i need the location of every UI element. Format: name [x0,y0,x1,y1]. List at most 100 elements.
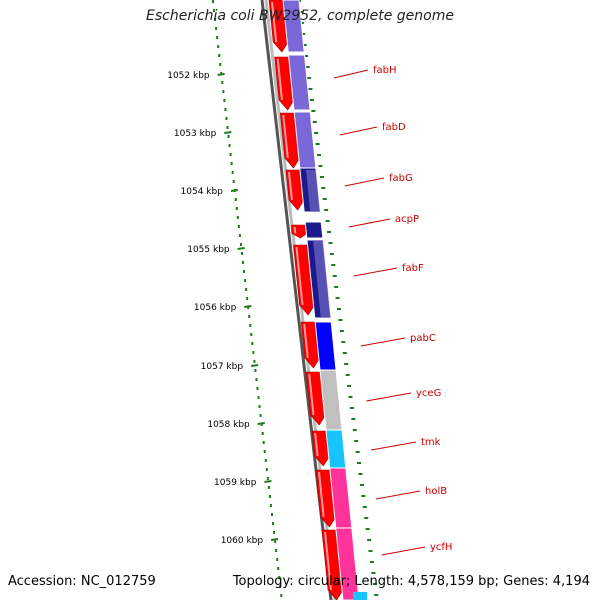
cog-segment [304,221,324,239]
tick-dot-inner [361,495,366,497]
tick-dot [232,180,235,183]
tick-dot-inner [349,407,354,409]
gene-leader [333,69,369,79]
tick-dot [237,225,240,228]
tick-dot [222,90,225,93]
tick-dot-inner [367,539,372,541]
tick-dot [230,162,233,165]
tick-dot [273,531,276,534]
gene-leader [366,392,412,402]
gene-label: ycfH [430,542,452,553]
tick-dot-inner [362,506,367,508]
tick-dot [218,54,221,57]
topology-label: Topology: [232,574,294,589]
gene-leader [376,490,421,500]
tick-dot [250,333,253,336]
tick-label: 1059 kbp [214,478,257,488]
tick-dot-inner [351,418,356,420]
tick-dot [212,0,214,3]
gene-leader [348,218,391,228]
tick-major [250,364,259,367]
tick-dot [216,36,219,39]
tick-major [244,305,252,308]
tick-dot [277,567,280,570]
cds-highlight [295,246,304,306]
tick-dot-inner [341,341,346,343]
tick-dot [215,27,218,30]
tick-dot [246,297,249,300]
tick-dot [266,477,269,480]
tick-dot [278,576,281,579]
tick-dot [262,441,265,444]
tick-dot [240,252,243,255]
tick-major [230,189,239,192]
cog-segment [325,429,347,469]
cds-highlight [314,432,319,457]
gene-leader [339,126,378,136]
tick-dot-inner [329,253,334,255]
tick-dot [234,198,237,201]
tick-dot [244,279,247,282]
tick-dot [221,81,224,84]
genes-value: 4,194 [552,574,590,589]
tick-dot-inner [344,363,349,365]
tick-dot [223,99,226,102]
tick-label: 1055 kbp [187,245,230,255]
tick-major [257,422,265,425]
tick-label: 1060 kbp [221,536,264,546]
tick-dot [256,387,259,390]
tick-dot-inner [299,22,304,24]
tick-dot-inner [335,297,340,299]
tick-dot [260,423,263,426]
tick-dot [263,450,266,453]
tick-dot [248,315,251,318]
length-label: Length: [354,574,404,589]
tick-dot [238,234,241,237]
tick-dot [253,360,256,363]
tick-dot [219,63,222,66]
tick-dot-inner [314,132,319,134]
tick-dot [272,522,275,525]
tick-dot [247,306,250,309]
tick-dot-inner [371,572,376,574]
cog-segment-bottom [353,592,367,600]
accession-value: NC_012759 [80,574,156,589]
tick-dot-inner [332,275,337,277]
tick-dot-inner [304,55,309,57]
cds-highlight [288,171,293,201]
genes-label: Genes: [503,574,549,589]
gene-label: pabC [410,333,436,344]
tick-dot-inner [325,220,330,222]
tick-dot [269,504,272,507]
tick-dot-inner [309,99,314,101]
tick-dot [239,243,242,246]
cog-segment [282,0,305,53]
cds-highlight [271,1,278,43]
tick-dot [245,288,248,291]
gene-leader [381,546,426,556]
tick-dot [225,117,228,120]
tick-dot [236,216,239,219]
cds-highlight [318,471,325,518]
tick-dot [265,468,268,471]
tick-dot-inner [368,550,373,552]
gene-label: fabG [389,173,413,184]
tick-dot [228,144,231,147]
tick-dot [259,414,262,417]
tick-dot [242,261,245,264]
tick-dot [276,558,279,561]
cog-shade [313,240,331,318]
tick-dot [270,513,273,516]
tick-major [224,131,232,134]
tick-dot [261,432,264,435]
gene-label: fabF [402,263,424,274]
cog-segment [319,369,343,431]
length-value: 4,578,159 bp [407,574,495,589]
cds-highlight [324,531,332,591]
tick-dot-inner [345,374,350,376]
tick-dot [258,405,261,408]
tick-dot-inner [338,319,343,321]
tick-dot-inner [358,473,363,475]
